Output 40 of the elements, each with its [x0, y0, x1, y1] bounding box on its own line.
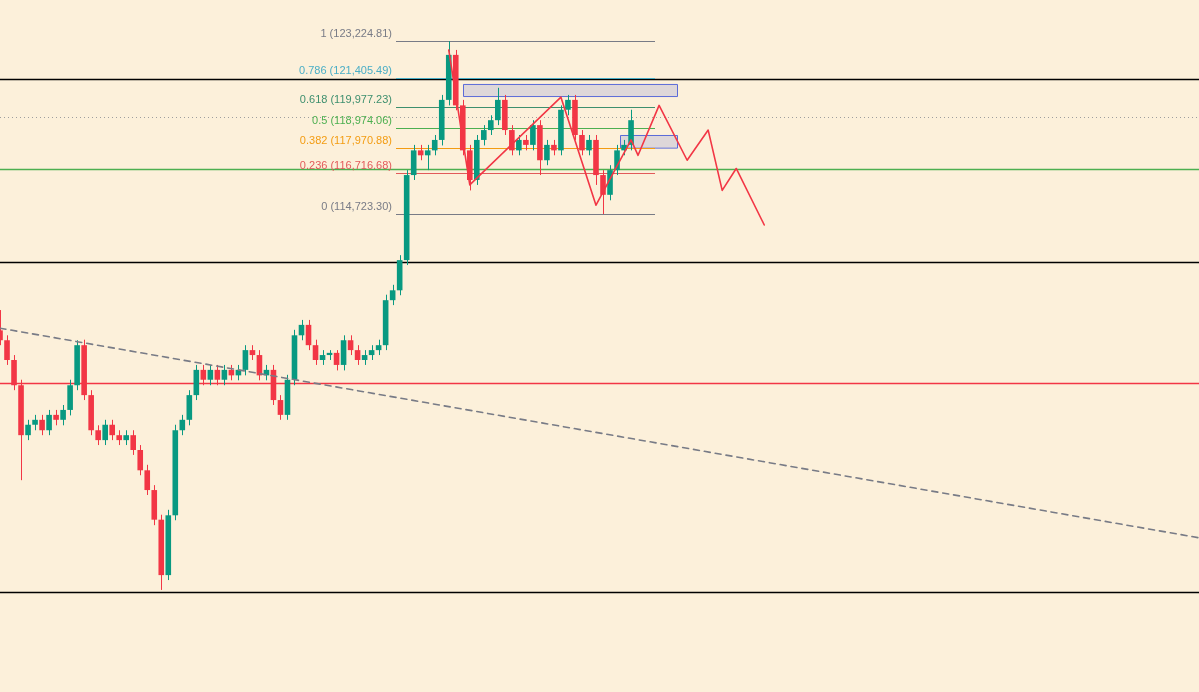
candlestick — [277, 394, 284, 421]
candlestick — [95, 424, 101, 446]
candlestick — [389, 284, 396, 306]
candlestick — [242, 344, 249, 376]
candlestick — [39, 414, 45, 436]
annotation: 0.236 (116,716.68) — [299, 158, 392, 171]
candlestick — [424, 144, 431, 171]
candlestick — [130, 429, 137, 456]
candlestick — [579, 129, 585, 156]
annotation: 0.786 (121,405.49) — [299, 63, 392, 76]
candlestick — [312, 339, 319, 366]
candlestick — [109, 419, 115, 441]
candlestick — [488, 114, 494, 136]
candlestick — [137, 444, 144, 476]
candlestick — [221, 364, 228, 386]
candlestick — [207, 364, 214, 386]
annotation: 0.618 (119,977.23) — [299, 92, 392, 105]
candlestick — [46, 409, 52, 436]
candlestick — [144, 464, 151, 496]
candlestick — [102, 419, 108, 446]
candlestick — [60, 404, 66, 426]
candlestick — [347, 334, 354, 356]
candlestick — [516, 134, 522, 156]
candlestick — [431, 134, 438, 156]
annotation: 0 (114,723.30) — [321, 199, 392, 212]
candlestick — [586, 134, 592, 156]
candlestick — [481, 124, 487, 146]
candlestick — [565, 94, 571, 116]
candlestick — [4, 334, 10, 366]
candlestick — [179, 414, 186, 436]
candlestick — [544, 139, 550, 166]
candlestick — [354, 344, 361, 366]
annotation: 0.5 (118,974.06) — [312, 113, 392, 126]
candlestick — [530, 119, 536, 151]
candlestick — [495, 87, 501, 126]
candlestick — [509, 124, 515, 156]
text: 1 (123,224.81) — [320, 26, 392, 39]
candlestick — [25, 419, 31, 441]
candlestick — [600, 169, 606, 215]
annotation: 0.382 (117,970.88) — [299, 133, 392, 146]
